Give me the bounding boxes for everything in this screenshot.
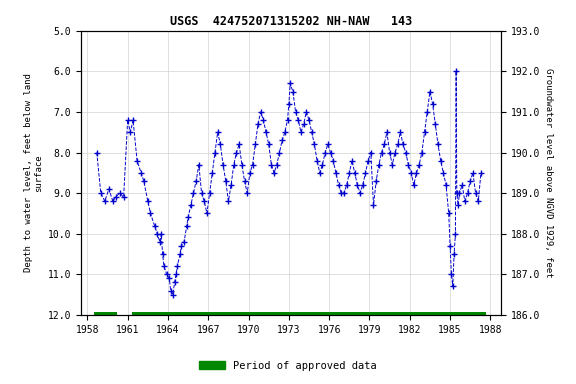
Legend: Period of approved data: Period of approved data (195, 357, 381, 375)
Y-axis label: Depth to water level, feet below land
surface: Depth to water level, feet below land su… (24, 73, 43, 272)
Title: USGS  424752071315202 NH-NAW   143: USGS 424752071315202 NH-NAW 143 (170, 15, 412, 28)
Y-axis label: Groundwater level above NGVD 1929, feet: Groundwater level above NGVD 1929, feet (544, 68, 554, 278)
